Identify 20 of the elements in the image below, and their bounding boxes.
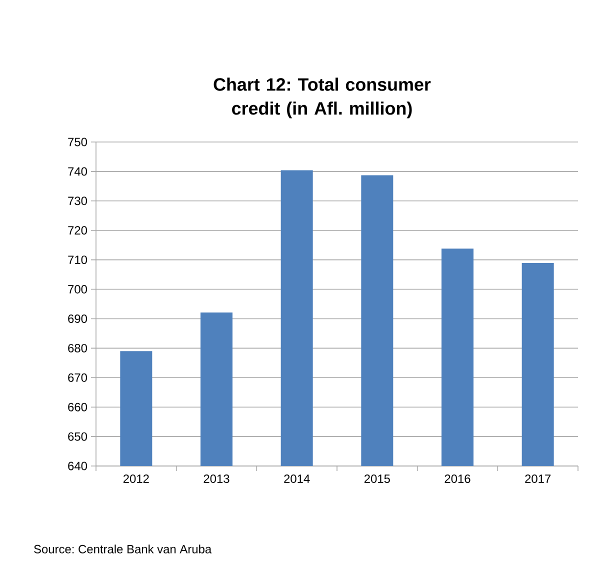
x-tick-label: 2015	[364, 474, 390, 483]
x-tick-label: 2014	[284, 474, 310, 483]
y-tick-label: 750	[68, 138, 88, 146]
y-tick-label: 720	[68, 226, 88, 235]
x-tick-label: 2013	[204, 474, 230, 483]
y-tick-label: 660	[68, 402, 88, 412]
y-tick-label: 640	[68, 462, 88, 470]
y-tick-label: 700	[68, 285, 88, 294]
x-tick-label: 2012	[123, 474, 149, 483]
chart-title: Chart 12: Total consumer credit (in Afl. million)	[214, 78, 431, 118]
y-tick-label: 670	[68, 373, 88, 382]
y-tick-label: 690	[68, 314, 88, 323]
source-note: Source: Centrale Bank van Aruba	[34, 544, 212, 554]
y-tick-label: 680	[68, 344, 88, 352]
x-tick-label: 2016	[444, 474, 470, 483]
y-tick-label: 650	[68, 432, 88, 441]
y-tick-label: 730	[68, 196, 88, 206]
y-tick-label: 740	[68, 167, 88, 176]
y-tick-label: 710	[68, 256, 88, 264]
x-tick-label: 2017	[525, 474, 551, 483]
